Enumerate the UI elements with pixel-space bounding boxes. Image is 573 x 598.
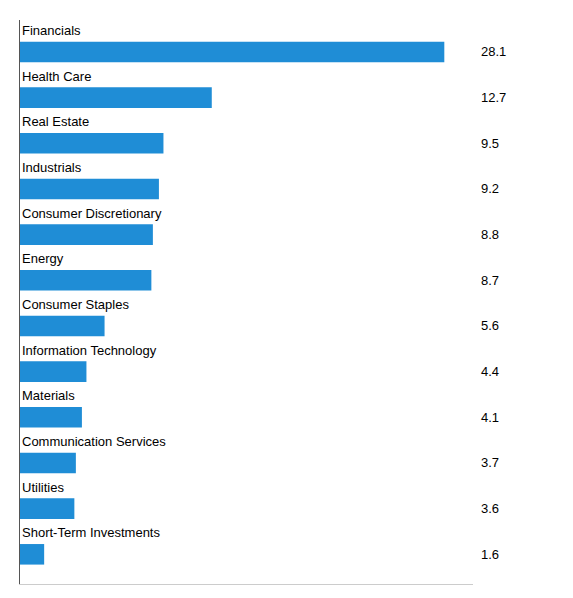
svg-text:8.7: 8.7 xyxy=(481,273,499,288)
svg-text:Materials: Materials xyxy=(22,388,75,403)
svg-text:Health Care: Health Care xyxy=(22,69,91,84)
svg-text:Energy: Energy xyxy=(22,251,64,266)
svg-text:4.4: 4.4 xyxy=(481,364,499,379)
svg-text:Information Technology: Information Technology xyxy=(22,343,157,358)
svg-text:12.7: 12.7 xyxy=(481,90,506,105)
svg-text:Communication Services: Communication Services xyxy=(22,434,166,449)
svg-text:Utilities: Utilities xyxy=(22,480,64,495)
svg-text:Industrials: Industrials xyxy=(22,160,82,175)
svg-text:5.6: 5.6 xyxy=(481,318,499,333)
svg-text:3.6: 3.6 xyxy=(481,501,499,516)
svg-text:1.6: 1.6 xyxy=(481,547,499,562)
svg-text:Consumer Staples: Consumer Staples xyxy=(22,297,129,312)
svg-text:9.2: 9.2 xyxy=(481,181,499,196)
svg-text:3.7: 3.7 xyxy=(481,455,499,470)
svg-text:8.8: 8.8 xyxy=(481,227,499,242)
svg-text:Consumer Discretionary: Consumer Discretionary xyxy=(22,206,162,221)
svg-text:Short-Term Investments: Short-Term Investments xyxy=(22,525,160,540)
svg-text:28.1: 28.1 xyxy=(481,44,506,59)
svg-text:Real Estate: Real Estate xyxy=(22,114,89,129)
svg-text:Financials: Financials xyxy=(22,23,81,38)
svg-text:9.5: 9.5 xyxy=(481,136,499,151)
svg-text:4.1: 4.1 xyxy=(481,410,499,425)
